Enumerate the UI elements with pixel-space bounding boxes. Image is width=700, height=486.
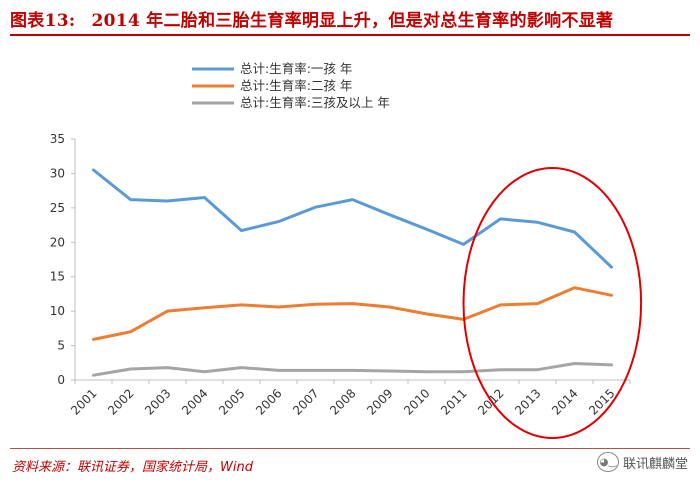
legend-label-2: 总计:生育率:二孩 年	[240, 78, 352, 93]
y-tick-label: 35	[50, 132, 65, 146]
series-line-3	[92, 362, 613, 377]
x-tick-label: 2006	[253, 386, 284, 417]
x-tick-label: 2013	[512, 386, 543, 417]
chart-header: 图表13: 2014 年二胎和三胎生育率明显上升，但是对总生育率的影响不显著	[10, 6, 690, 32]
series-line-1	[92, 168, 613, 269]
chart-title: 2014 年二胎和三胎生育率明显上升，但是对总生育率的影响不显著	[91, 11, 614, 31]
highlight-ellipse	[462, 167, 643, 439]
y-tick-label: 10	[50, 304, 65, 318]
watermark: ◕‿ 联讯麒麟堂	[596, 452, 688, 472]
y-tick-label: 20	[50, 235, 65, 249]
x-tick-label: 2002	[105, 386, 136, 417]
x-tick-label: 2009	[364, 386, 395, 417]
header-rule	[10, 34, 690, 36]
source-note: 资料来源：联讯证券，国家统计局，Wind	[12, 460, 253, 475]
y-tick-label: 15	[50, 270, 65, 284]
x-tick-label: 2010	[401, 386, 432, 417]
y-tick-label: 30	[50, 166, 65, 180]
x-tick-label: 2014	[549, 386, 580, 417]
series-line-2	[92, 286, 613, 341]
wechat-icon: ◕‿	[596, 452, 619, 472]
footer-rule	[10, 448, 690, 449]
x-tick-label: 2003	[142, 386, 173, 417]
y-tick-label: 5	[57, 339, 65, 353]
x-tick-label: 2004	[179, 386, 210, 417]
x-tick-label: 2008	[327, 386, 358, 417]
x-tick-label: 2005	[216, 386, 247, 417]
x-tick-label: 2001	[68, 386, 99, 417]
y-tick-label: 0	[57, 373, 65, 387]
legend-label-3: 总计:生育率:三孩及以上 年	[240, 95, 390, 110]
x-tick-label: 2007	[290, 386, 321, 417]
legend-label-1: 总计:生育率:一孩 年	[240, 61, 352, 76]
watermark-text: 联讯麒麟堂	[622, 456, 688, 472]
y-tick-label: 25	[50, 201, 65, 215]
figure-label: 图表13:	[10, 11, 76, 31]
x-tick-label: 2011	[438, 386, 469, 417]
